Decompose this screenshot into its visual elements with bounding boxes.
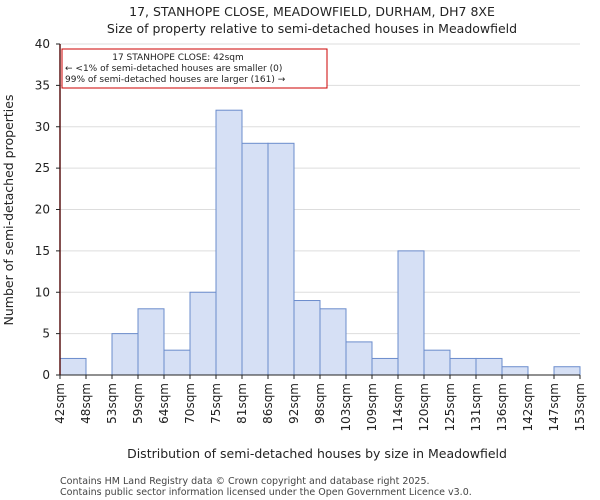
x-tick-label: 48sqm	[79, 383, 93, 424]
y-tick-label: 15	[35, 244, 50, 258]
bar	[319, 308, 347, 376]
x-tick-label: 86sqm	[261, 383, 275, 424]
bar	[241, 142, 269, 376]
x-tick-label: 92sqm	[287, 383, 301, 424]
x-tick-label: 53sqm	[105, 383, 119, 424]
annotation-line-1: 17 STANHOPE CLOSE: 42sqm	[112, 53, 244, 63]
footer-line-2: Contains public sector information licen…	[60, 487, 472, 498]
bar	[345, 341, 373, 376]
y-tick-label: 0	[42, 368, 50, 382]
bar	[267, 142, 295, 376]
bar	[59, 357, 87, 376]
bar	[111, 333, 139, 376]
bar	[475, 357, 503, 376]
bar	[449, 357, 477, 376]
x-tick-label: 153sqm	[573, 383, 587, 431]
bar	[189, 291, 217, 376]
bar	[293, 300, 321, 376]
bar	[371, 357, 399, 376]
y-axis-label: Number of semi-detached properties	[1, 95, 16, 326]
x-tick-label: 136sqm	[495, 383, 509, 431]
x-tick-label: 131sqm	[469, 383, 483, 431]
x-tick-label: 142sqm	[521, 383, 535, 431]
y-tick-label: 20	[35, 203, 50, 217]
y-ticks: 0 5 10 15 20 25 30 35 40	[35, 37, 60, 382]
bar	[397, 250, 425, 376]
x-tick-label: 98sqm	[313, 383, 327, 424]
x-tick-label: 75sqm	[209, 383, 223, 424]
annotation-line-2: ← <1% of semi-detached houses are smalle…	[65, 64, 282, 74]
x-tick-label: 114sqm	[391, 383, 405, 431]
bar	[423, 349, 451, 376]
bar	[163, 349, 191, 376]
chart-subtitle: Size of property relative to semi-detach…	[107, 21, 517, 36]
annotation-line-3: 99% of semi-detached houses are larger (…	[65, 75, 286, 85]
bar	[137, 308, 165, 376]
x-tick-label: 81sqm	[235, 383, 249, 424]
bar	[501, 366, 529, 376]
x-tick-label: 64sqm	[157, 383, 171, 424]
x-tick-label: 147sqm	[547, 383, 561, 431]
bars	[59, 109, 581, 376]
y-tick-label: 35	[35, 78, 50, 92]
y-tick-label: 40	[35, 37, 50, 51]
x-ticks: 42sqm 48sqm 53sqm 59sqm 64sqm 70sqm 75sqm 81sqm…	[53, 375, 587, 431]
footer-line-1: Contains HM Land Registry data © Crown c…	[60, 476, 430, 487]
annotation-box: 17 STANHOPE CLOSE: 42sqm ← <1% of semi-d…	[61, 48, 328, 89]
bar	[553, 366, 581, 376]
x-axis-label: Distribution of semi-detached houses by …	[127, 446, 507, 461]
x-tick-label: 120sqm	[417, 383, 431, 431]
y-tick-label: 30	[35, 120, 50, 134]
x-tick-label: 103sqm	[339, 383, 353, 431]
bar	[215, 109, 243, 376]
x-tick-label: 125sqm	[443, 383, 457, 431]
y-tick-label: 10	[35, 285, 50, 299]
y-tick-label: 25	[35, 161, 50, 175]
x-tick-label: 70sqm	[183, 383, 197, 424]
y-tick-label: 5	[42, 327, 50, 341]
chart-title: 17, STANHOPE CLOSE, MEADOWFIELD, DURHAM,…	[129, 4, 495, 19]
x-tick-label: 59sqm	[131, 383, 145, 424]
x-tick-label: 109sqm	[365, 383, 379, 431]
x-tick-label: 42sqm	[53, 383, 67, 424]
annotation-frame	[61, 48, 328, 89]
